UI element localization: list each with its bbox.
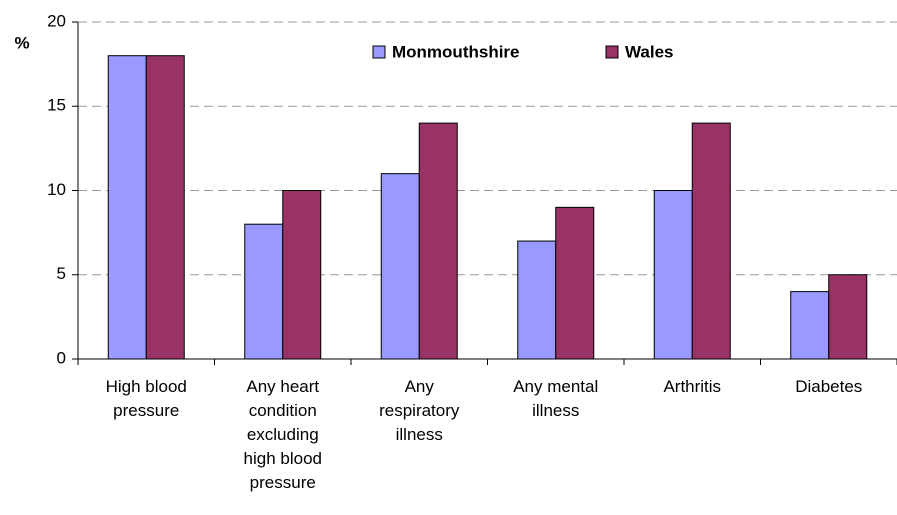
x-tick-label: Arthritis [663,377,722,396]
bar [555,206,595,360]
x-tick-label: Any respiratory illness [379,377,460,444]
bar [145,55,185,360]
bar [418,122,458,360]
legend-label: Wales [625,42,674,61]
y-axis-label: % [14,33,29,52]
y-tick-label: 10 [47,180,66,199]
bar [380,173,420,360]
legend-swatch [605,45,619,59]
bar [653,190,693,360]
bar [828,274,868,360]
bar [790,291,830,360]
bar [244,223,284,360]
x-tick-label: Diabetes [795,377,863,396]
bar [282,190,322,360]
x-tick-label: Any heart condition excluding high blood… [243,377,322,492]
y-tick-label: 0 [57,348,66,367]
legend-swatch [372,45,386,59]
bar [107,55,147,360]
legend-label: Monmouthshire [392,42,520,61]
y-tick-label: 5 [57,264,66,283]
bar [691,122,731,360]
bar [517,240,557,360]
y-tick-label: 15 [47,96,66,115]
x-tick-label: Any mental illness [513,377,599,420]
x-tick-label: High blood pressure [105,377,187,420]
y-tick-label: 20 [47,11,66,30]
